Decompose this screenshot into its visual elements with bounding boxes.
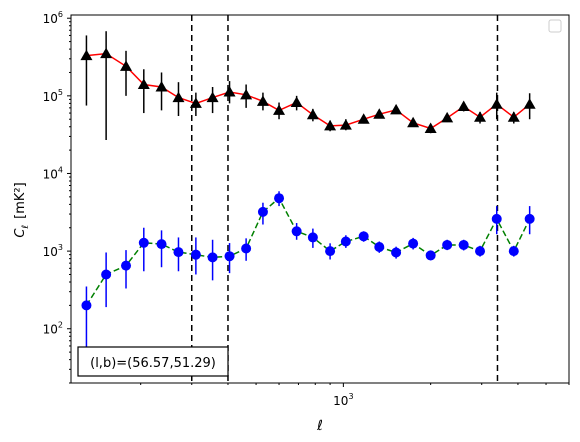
annotation-frame bbox=[77, 346, 229, 377]
series-1-point bbox=[340, 236, 351, 247]
series-0-point bbox=[474, 111, 487, 122]
y-tick-label: 106 bbox=[43, 10, 63, 26]
plot-area bbox=[80, 15, 536, 383]
series-1-point bbox=[81, 300, 92, 311]
series-0-point bbox=[424, 122, 437, 133]
axes-frame bbox=[70, 14, 570, 384]
series-1-point bbox=[425, 250, 436, 261]
series-1-point bbox=[257, 206, 268, 217]
annotation-text: (l,b)=(56.57,51.29) bbox=[90, 356, 216, 371]
y-axis-label-unit: [mK²] bbox=[13, 182, 28, 219]
series-1-point bbox=[508, 246, 519, 257]
series-1-point bbox=[374, 241, 385, 252]
series-1-point bbox=[307, 232, 318, 243]
series-0-point bbox=[390, 103, 403, 115]
series-1-point bbox=[224, 251, 235, 262]
x-axis-label: ℓ bbox=[316, 418, 323, 434]
series-0-point bbox=[339, 119, 352, 130]
series-0-point bbox=[256, 95, 269, 106]
series-0-point bbox=[155, 80, 168, 92]
series-0-point bbox=[120, 60, 133, 71]
legend-box bbox=[548, 19, 562, 33]
series-1-point bbox=[408, 238, 419, 249]
y-axis-label-subscript: ℓ bbox=[21, 225, 31, 230]
axis-ticks: 102 103 104 105 106 103 bbox=[43, 10, 570, 408]
series-1-point bbox=[391, 247, 402, 258]
series-0-point bbox=[100, 47, 113, 59]
series-1-point bbox=[138, 237, 149, 248]
series-0-point bbox=[523, 98, 536, 109]
y-tick-label: 104 bbox=[43, 165, 63, 181]
series-1-point bbox=[156, 239, 167, 250]
series-0-point bbox=[206, 91, 219, 103]
series-1-point bbox=[325, 246, 336, 257]
y-axis-label-symbol: C bbox=[13, 228, 28, 238]
y-tick-label: 102 bbox=[43, 321, 63, 337]
series-1-point bbox=[274, 193, 285, 204]
y-tick-label: 103 bbox=[43, 243, 63, 259]
series-1-point bbox=[207, 252, 218, 263]
series-0-point bbox=[324, 119, 337, 131]
series-0-point bbox=[490, 98, 503, 109]
y-axis-label: Cℓ [mK²] bbox=[13, 182, 31, 237]
series-1-point bbox=[442, 239, 453, 250]
series-0-point bbox=[306, 108, 319, 120]
series-1-point bbox=[173, 247, 184, 258]
series-1-point bbox=[475, 246, 486, 257]
x-tick-label: 103 bbox=[333, 392, 353, 408]
series-0-point bbox=[357, 113, 370, 124]
series-0-point bbox=[441, 111, 454, 123]
series-1-point bbox=[358, 231, 369, 242]
annotation-box: (l,b)=(56.57,51.29) bbox=[77, 346, 229, 377]
series-1-point bbox=[291, 226, 302, 237]
series-0-point bbox=[507, 111, 520, 122]
series-0-point bbox=[273, 104, 286, 115]
series-0-point bbox=[80, 49, 93, 61]
series-1-point bbox=[524, 213, 535, 224]
series-1-point bbox=[101, 269, 112, 280]
series-1-point bbox=[458, 239, 469, 250]
series-0-point bbox=[137, 78, 150, 90]
series-0-point bbox=[407, 116, 420, 128]
series-0-point bbox=[240, 88, 253, 100]
series-1-point bbox=[190, 249, 201, 260]
series-1-point bbox=[121, 260, 132, 271]
series-1-point bbox=[491, 213, 502, 224]
series-0-point bbox=[172, 91, 185, 103]
series-0-point bbox=[223, 86, 236, 97]
series-0-point bbox=[290, 96, 303, 108]
series-0-point bbox=[457, 100, 470, 111]
series-0-point bbox=[373, 108, 386, 119]
series-0-point bbox=[189, 97, 202, 108]
series-1-point bbox=[241, 243, 252, 254]
y-tick-label: 105 bbox=[43, 88, 63, 104]
